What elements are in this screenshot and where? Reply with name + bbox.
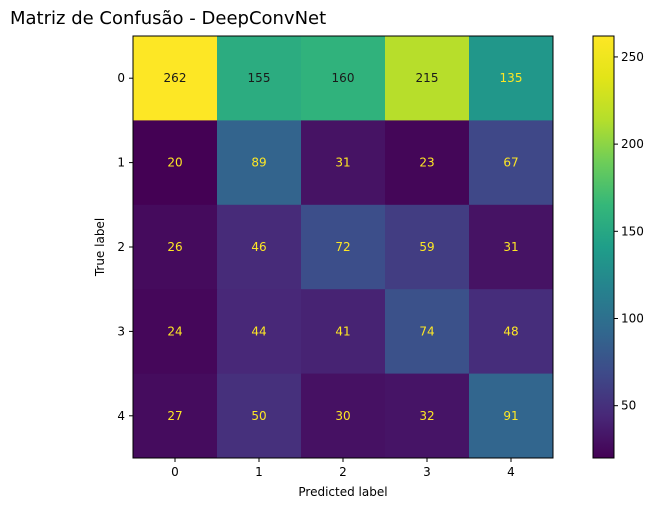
cell-value-label: 50 [251,409,266,423]
heatmap-cell [469,120,554,206]
cell-value-label: 72 [335,240,350,254]
cell-value-label: 262 [164,71,187,85]
colorbar-tick-label: 250 [621,50,644,64]
colorbar-tick-label: 100 [621,311,644,325]
heatmap-cell [133,120,218,206]
heatmap-cell [133,204,218,290]
cell-value-label: 74 [419,324,434,338]
heatmap-cells [133,36,554,459]
heatmap-cell [385,120,470,206]
cell-value-label: 23 [419,156,434,170]
y-tick-label: 0 [117,71,125,85]
heatmap-cell [133,373,218,459]
heatmap-cell [301,289,386,375]
heatmap-cell [301,120,386,206]
cell-value-label: 24 [167,324,182,338]
heatmap-cell [385,373,470,459]
colorbar-tick-label: 150 [621,224,644,238]
x-tick-label: 3 [423,465,431,479]
cell-value-label: 32 [419,409,434,423]
heatmap-cell [217,289,302,375]
heatmap-cell [469,373,554,459]
cell-value-label: 44 [251,324,266,338]
cell-value-label: 26 [167,240,182,254]
colorbar-tick-label: 50 [621,399,636,413]
cell-value-label: 89 [251,156,266,170]
heatmap-cell [385,289,470,375]
y-tick-label: 4 [117,409,125,423]
cell-value-label: 160 [332,71,355,85]
cell-value-label: 91 [503,409,518,423]
heatmap-cell [469,204,554,290]
cell-value-label: 215 [416,71,439,85]
cell-value-label: 31 [335,156,350,170]
cell-value-label: 155 [248,71,271,85]
heatmap-cell [469,289,554,375]
x-axis-label: Predicted label [298,485,387,499]
x-tick-label: 4 [507,465,515,479]
x-tick-label: 2 [339,465,347,479]
colorbar [592,35,615,459]
cell-value-label: 67 [503,156,518,170]
heatmap-cell [301,373,386,459]
heatmap-cell [217,120,302,206]
heatmap-cell [469,36,554,121]
y-tick-label: 3 [117,324,125,338]
cell-value-label: 30 [335,409,350,423]
heatmap-cell [301,36,386,121]
cell-value-label: 135 [500,71,523,85]
y-tick-label: 2 [117,240,125,254]
x-tick-label: 1 [255,465,263,479]
heatmap-cell [217,36,302,121]
heatmap-cell [385,36,470,121]
colorbar-ticks: 50 100 150 200 250 [614,50,644,413]
heatmap-cell [133,36,218,121]
chart-title: Matriz de Confusão - DeepConvNet [10,8,326,29]
cell-value-label: 48 [503,324,518,338]
heatmap-cell-labels: 262 155 160 215 135 20 89 31 23 67 26 46 72 59 31 24 44 4… [164,71,523,423]
y-tick-label: 1 [117,156,125,170]
cell-value-label: 20 [167,156,182,170]
cell-value-label: 27 [167,409,182,423]
heatmap-cell [385,204,470,290]
x-tick-label: 0 [171,465,179,479]
cell-value-label: 59 [419,240,434,254]
cell-value-label: 41 [335,324,350,338]
heatmap-cell [133,289,218,375]
y-axis-label: True label [93,218,107,277]
x-axis-ticks: 0 1 2 3 4 [171,458,515,479]
heatmap-cell [301,204,386,290]
y-axis-ticks: 0 1 2 3 4 [117,71,133,423]
cell-value-label: 46 [251,240,266,254]
heatmap-cell [217,373,302,459]
cell-value-label: 31 [503,240,518,254]
colorbar-tick-label: 200 [621,137,644,151]
heatmap-cell [217,204,302,290]
